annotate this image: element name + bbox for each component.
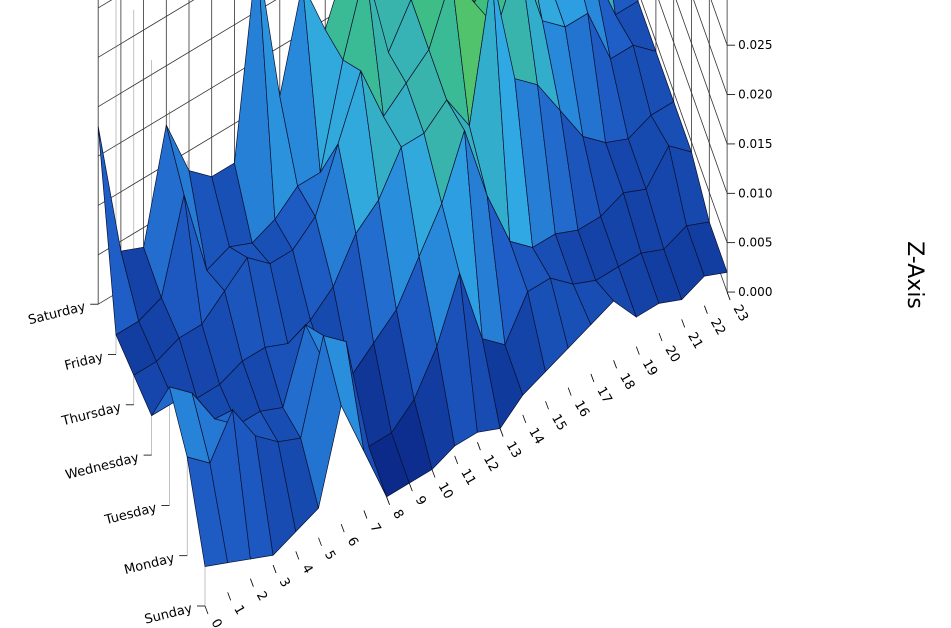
z-tick-label: 0.005 bbox=[738, 236, 772, 250]
x-tick-label: 2 bbox=[253, 589, 270, 604]
surface-cell bbox=[97, 126, 140, 336]
y-tick-label: Saturday bbox=[27, 299, 88, 328]
x-tick bbox=[590, 373, 595, 383]
x-tick-label: 23 bbox=[730, 303, 751, 325]
x-tick bbox=[272, 564, 277, 574]
axis-ticks bbox=[90, 44, 736, 615]
x-tick bbox=[340, 523, 345, 533]
x-tick bbox=[204, 605, 209, 615]
back-wall-hline bbox=[97, 0, 195, 58]
x-tick bbox=[658, 332, 663, 342]
x-tick-label: 18 bbox=[616, 371, 637, 393]
x-tick-label: 14 bbox=[525, 425, 546, 447]
x-tick bbox=[408, 483, 413, 492]
surface-mesh bbox=[97, 0, 728, 567]
x-tick-label: 10 bbox=[435, 480, 456, 502]
x-tick-label: 21 bbox=[684, 330, 705, 352]
x-tick-label: 19 bbox=[639, 357, 660, 379]
x-tick-label: 22 bbox=[707, 316, 728, 338]
x-tick bbox=[681, 319, 686, 328]
y-tick-label: Tuesday bbox=[102, 501, 158, 529]
x-tick bbox=[635, 346, 640, 355]
x-tick-label: 17 bbox=[593, 384, 614, 406]
back-wall-hline bbox=[97, 0, 359, 157]
x-tick bbox=[545, 401, 549, 410]
z-tick-label: 0.000 bbox=[738, 285, 772, 299]
x-tick bbox=[567, 387, 572, 396]
x-tick bbox=[250, 578, 254, 587]
x-tick bbox=[704, 305, 708, 314]
x-tick-label: 16 bbox=[571, 398, 592, 420]
x-tick bbox=[227, 592, 232, 601]
x-tick bbox=[363, 510, 368, 519]
x-tick bbox=[477, 442, 481, 451]
y-tick-label: Thursday bbox=[60, 400, 124, 429]
z-tick-label: 0.025 bbox=[738, 38, 772, 52]
x-tick-label: 3 bbox=[276, 576, 293, 591]
x-tick bbox=[454, 455, 459, 464]
x-tick-label: 8 bbox=[389, 507, 406, 522]
x-tick-label: 11 bbox=[457, 466, 478, 488]
z-tick-labels: 0.0000.0050.0100.0150.0200.0250.0300.035… bbox=[738, 0, 772, 299]
x-tick-label: 5 bbox=[321, 548, 338, 563]
x-tick-label: 4 bbox=[298, 562, 315, 577]
x-tick-label: 9 bbox=[412, 494, 429, 509]
z-tick-label: 0.015 bbox=[738, 137, 772, 151]
x-tick bbox=[726, 291, 731, 301]
x-tick bbox=[613, 360, 617, 369]
x-tick-label: 0 bbox=[208, 617, 225, 628]
x-tick-label: 1 bbox=[230, 603, 247, 618]
y-tick-label: Friday bbox=[63, 350, 105, 374]
x-tick bbox=[522, 414, 527, 424]
x-tick bbox=[318, 537, 322, 546]
y-tick-label: Sunday bbox=[143, 601, 194, 627]
x-tick-label: 6 bbox=[344, 535, 361, 550]
x-tick-label: 13 bbox=[503, 439, 524, 461]
x-tick-label: 7 bbox=[366, 521, 383, 536]
x-tick-label: 12 bbox=[480, 453, 501, 475]
x-tick-label: 20 bbox=[662, 344, 683, 366]
z-tick-label: 0.020 bbox=[738, 88, 772, 102]
x-tick bbox=[431, 469, 436, 478]
x-tick bbox=[499, 428, 504, 437]
back-wall-hline bbox=[97, 0, 277, 108]
y-tick-label: Monday bbox=[123, 551, 177, 578]
z-axis-label: Z-Axis bbox=[902, 241, 927, 309]
z-tick-label: 0.010 bbox=[738, 186, 772, 200]
surface-cell bbox=[324, 0, 359, 61]
surface-cell bbox=[686, 221, 728, 277]
y-tick-label: Wednesday bbox=[64, 450, 141, 483]
x-tick bbox=[295, 551, 300, 560]
z-tick-label: 0.030 bbox=[738, 0, 772, 3]
x-tick bbox=[386, 496, 390, 505]
x-tick-label: 15 bbox=[548, 412, 569, 434]
